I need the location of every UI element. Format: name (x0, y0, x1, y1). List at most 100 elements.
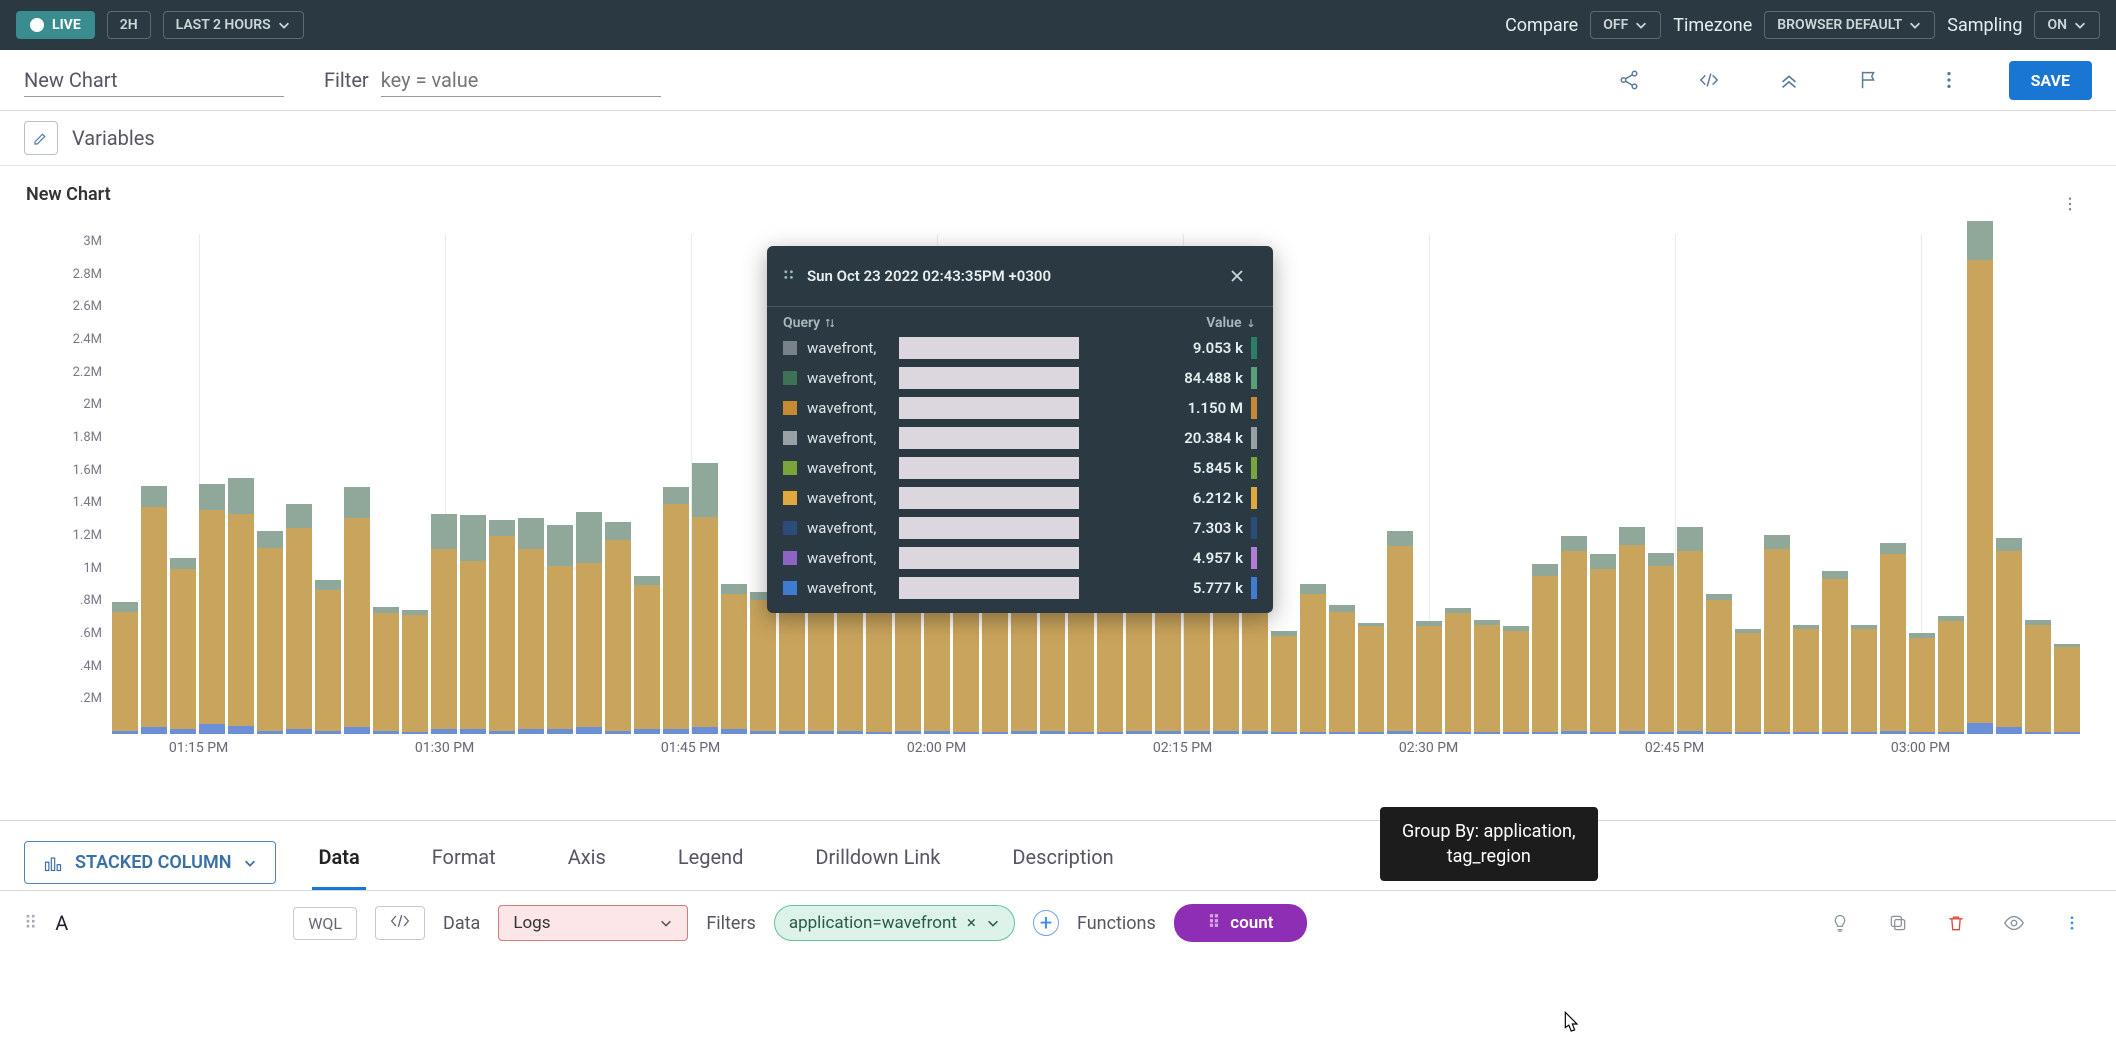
timezone-select[interactable]: BROWSER DEFAULT (1764, 11, 1935, 39)
chart-bar[interactable] (1967, 221, 1993, 734)
drag-handle-icon[interactable]: ⠿ (1208, 913, 1220, 933)
chart-bar[interactable] (460, 515, 486, 734)
chart-bar[interactable] (170, 558, 196, 734)
more-button[interactable] (1929, 60, 1969, 100)
variables-icon-button[interactable] (24, 121, 58, 155)
chart-bar[interactable] (1329, 605, 1355, 734)
chart-bar[interactable] (1909, 633, 1935, 734)
chart-bar[interactable] (1416, 621, 1442, 734)
chart-bar[interactable] (1793, 625, 1819, 734)
chart-bar[interactable] (1445, 608, 1471, 734)
copy-button[interactable] (1878, 903, 1918, 943)
chart-bar[interactable] (605, 522, 631, 734)
chart-bar[interactable] (1822, 571, 1848, 734)
save-button[interactable]: SAVE (2009, 61, 2092, 100)
chart-bar[interactable] (1764, 535, 1790, 734)
chart-type-button[interactable]: STACKED COLUMN (24, 841, 276, 884)
chart-bar[interactable] (663, 487, 689, 734)
chart-bar[interactable] (634, 576, 660, 734)
chart-bar[interactable] (1532, 564, 1558, 734)
chart-bar[interactable] (1996, 538, 2022, 734)
chart-bar[interactable] (1938, 616, 1964, 734)
compare-toggle[interactable]: OFF (1590, 11, 1661, 39)
chart-bar[interactable] (1474, 620, 1500, 734)
tab-data[interactable]: Data (312, 835, 365, 890)
drag-handle-icon[interactable]: ⠿ (24, 913, 37, 934)
chart-bar[interactable] (982, 595, 1008, 734)
collapse-button[interactable] (1769, 60, 1809, 100)
share-button[interactable] (1609, 60, 1649, 100)
flag-button[interactable] (1849, 60, 1889, 100)
add-filter-button[interactable]: + (1033, 910, 1059, 936)
chart-bar[interactable] (1851, 625, 1877, 734)
chart-bar[interactable] (2025, 620, 2051, 734)
range-long-button[interactable]: LAST 2 HOURS (163, 11, 304, 39)
code-button[interactable] (1689, 60, 1729, 100)
chart-bar[interactable] (721, 584, 747, 734)
range-short-button[interactable]: 2H (107, 11, 151, 39)
chart-bar[interactable] (750, 592, 776, 734)
filter-input[interactable] (381, 64, 661, 97)
chart-bar[interactable] (1880, 543, 1906, 734)
tooltip-redacted (899, 337, 1079, 359)
tab-description[interactable]: Description (1006, 835, 1119, 890)
drag-handle-icon[interactable] (783, 269, 797, 283)
chart-bar[interactable] (1271, 631, 1297, 734)
chart-bar[interactable] (1677, 527, 1703, 734)
chart-bar[interactable] (2054, 644, 2080, 734)
chart-bar[interactable] (199, 484, 225, 734)
chart-menu-button[interactable] (2050, 184, 2090, 224)
chart-bar[interactable] (518, 518, 544, 734)
code-toggle-button[interactable] (375, 906, 425, 940)
tooltip-close-button[interactable] (1217, 256, 1257, 296)
chart-bar[interactable] (1358, 623, 1384, 734)
delete-button[interactable] (1936, 903, 1976, 943)
chart-bar[interactable] (286, 504, 312, 734)
tooltip-query-col[interactable]: Query (783, 315, 820, 331)
chart-bar[interactable] (1619, 527, 1645, 734)
sort-down-icon[interactable] (1245, 317, 1257, 329)
tooltip-value-col[interactable]: Value (1206, 315, 1241, 331)
hint-button[interactable] (1820, 903, 1860, 943)
chart-bar[interactable] (1097, 608, 1123, 734)
chart-bar[interactable] (1735, 629, 1761, 734)
chart-bar[interactable] (431, 514, 457, 734)
tab-axis[interactable]: Axis (562, 835, 612, 890)
chart-bar[interactable] (953, 594, 979, 734)
visibility-button[interactable] (1994, 903, 2034, 943)
chart-bar[interactable] (228, 478, 254, 734)
chart-bar[interactable] (1387, 531, 1413, 734)
live-button[interactable]: LIVE (16, 11, 95, 39)
chart-bar[interactable] (576, 512, 602, 734)
chart-bar[interactable] (1648, 553, 1674, 734)
chart-bar[interactable] (344, 487, 370, 734)
chart-bar[interactable] (112, 602, 138, 734)
chart-bar[interactable] (257, 531, 283, 734)
chart-bar[interactable] (1068, 603, 1094, 734)
chart-bar[interactable] (1300, 584, 1326, 734)
tab-format[interactable]: Format (426, 835, 502, 890)
chart-bar[interactable] (692, 463, 718, 734)
chart-title-input[interactable] (24, 64, 284, 97)
chart-bar[interactable] (1561, 536, 1587, 734)
chevron-down-icon[interactable] (986, 916, 1000, 930)
chart-bar[interactable] (141, 486, 167, 734)
chart-bar[interactable] (1706, 594, 1732, 734)
chart-bar[interactable] (1590, 554, 1616, 734)
row-more-button[interactable] (2052, 903, 2092, 943)
sampling-toggle[interactable]: ON (2034, 11, 2100, 39)
tab-legend[interactable]: Legend (672, 835, 750, 890)
chart-bar[interactable] (315, 580, 341, 734)
chart-bar[interactable] (489, 520, 515, 734)
tab-drilldown-link[interactable]: Drilldown Link (809, 835, 946, 890)
wql-button[interactable]: WQL (293, 907, 357, 940)
filter-chip[interactable]: application=wavefront× (774, 905, 1015, 941)
chart-bar[interactable] (547, 525, 573, 734)
sort-icon[interactable] (824, 317, 836, 329)
function-chip[interactable]: ⠿count (1174, 904, 1308, 942)
chip-remove-icon[interactable]: × (967, 913, 976, 933)
chart-bar[interactable] (373, 607, 399, 734)
data-source-select[interactable]: Logs (498, 905, 688, 941)
chart-bar[interactable] (402, 610, 428, 734)
chart-bar[interactable] (1503, 626, 1529, 734)
